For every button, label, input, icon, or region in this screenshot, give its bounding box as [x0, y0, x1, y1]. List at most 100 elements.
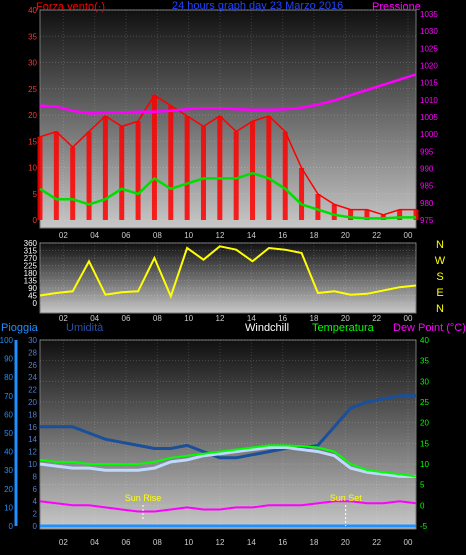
x-tick-label: 02 [59, 314, 68, 323]
y-tick-label: 315 [24, 247, 38, 256]
pressure-tick-label: 1015 [420, 79, 438, 88]
temp-plot-area [39, 339, 417, 530]
temp-tick-label: 40 [420, 336, 429, 345]
x-tick-label: 20 [341, 231, 350, 240]
compass-label: W [435, 255, 446, 267]
humidity-axis-label: Umidità [66, 322, 104, 334]
pressure-tick-label: 1030 [420, 27, 438, 36]
x-tick-label: 18 [310, 231, 319, 240]
x-tick-label: 16 [278, 538, 287, 547]
x-tick-label: 22 [372, 231, 381, 240]
pressure-tick-label: 1035 [420, 10, 438, 19]
x-tick-label: 04 [90, 314, 99, 323]
x-tick-label: 00 [404, 314, 413, 323]
pressure-tick-label: 1025 [420, 44, 438, 53]
rain-tick-label: 70 [4, 392, 13, 401]
y-tick-label: 0 [33, 299, 38, 308]
temperature-panel: Pioggia Umidità Windchill Temperatura De… [0, 322, 466, 547]
pressure-tick-label: 1005 [420, 113, 438, 122]
x-tick-label: 08 [153, 231, 162, 240]
x-tick-label: 08 [153, 538, 162, 547]
pressure-tick-label: 1020 [420, 62, 438, 71]
pressure-tick-label: 990 [420, 165, 434, 174]
humidity-tick-label: 20 [28, 398, 37, 407]
y-tick-label: 270 [24, 254, 38, 263]
wind-pressure-panel: Forza vento(·) 24 hours graph day 23 Mar… [28, 0, 438, 240]
sun-markers: Sun Rise Sun Set [125, 493, 362, 526]
humidity-tick-label: 18 [28, 410, 37, 419]
temp-tick-label: 35 [420, 357, 429, 366]
x-ticks-panel-1: 02 04 06 08 10 12 14 16 18 20 22 00 [59, 231, 413, 240]
wind-axis-label: Forza vento(·) [36, 1, 105, 13]
x-tick-label: 00 [404, 538, 413, 547]
pressure-tick-label: 975 [420, 216, 434, 225]
x-tick-label: 14 [247, 538, 256, 547]
x-tick-label: 20 [341, 314, 350, 323]
x-tick-label: 02 [59, 538, 68, 547]
humidity-line [40, 394, 416, 460]
sun-set-label: Sun Set [330, 493, 363, 503]
humidity-tick-label: 2 [33, 510, 38, 519]
humidity-tick-label: 12 [28, 448, 37, 457]
humidity-tick-label: 24 [28, 373, 37, 382]
x-tick-label: 16 [278, 314, 287, 323]
pressure-tick-label: 1000 [420, 130, 438, 139]
wind-y-ticks: 0 5 10 15 20 25 30 35 40 [28, 6, 37, 225]
rain-y-ticks: 0 10 20 30 40 50 60 70 80 90 100 [0, 336, 14, 531]
rain-tick-label: 80 [4, 373, 13, 382]
humidity-tick-label: 22 [28, 386, 37, 395]
humidity-tick-label: 0 [33, 522, 38, 531]
rain-tick-label: 90 [4, 355, 13, 364]
y-tick-label: 5 [33, 190, 38, 199]
legend-temperatura: Temperatura [312, 322, 375, 334]
x-tick-label: 06 [122, 538, 131, 547]
rain-tick-label: 60 [4, 410, 13, 419]
rain-tick-label: 100 [0, 336, 14, 345]
humidity-tick-label: 30 [28, 336, 37, 345]
x-tick-label: 06 [122, 231, 131, 240]
windchill-line [39, 446, 416, 478]
y-tick-label: 180 [24, 269, 38, 278]
temp-tick-label: 5 [420, 481, 425, 490]
rain-tick-label: 0 [9, 522, 14, 531]
pressure-line [39, 73, 417, 115]
x-tick-label: 10 [184, 538, 193, 547]
compass-label: N [436, 303, 444, 315]
temp-tick-label: 20 [420, 419, 429, 428]
legend-windchill: Windchill [245, 322, 289, 334]
temp-tick-label: -5 [420, 522, 428, 531]
x-tick-label: 06 [122, 314, 131, 323]
x-tick-label: 00 [404, 231, 413, 240]
x-ticks-panel-3: 02 04 06 08 10 12 14 16 18 20 22 00 [59, 538, 413, 547]
compass-label: N [436, 239, 444, 251]
x-tick-label: 22 [372, 538, 381, 547]
temperature-line [39, 444, 417, 478]
y-tick-label: 20 [28, 111, 37, 120]
x-tick-label: 16 [278, 231, 287, 240]
y-tick-label: 25 [28, 85, 37, 94]
temp-tick-label: 10 [420, 460, 429, 469]
x-tick-label: 18 [310, 538, 319, 547]
pressure-tick-label: 980 [420, 199, 434, 208]
x-tick-label: 10 [184, 314, 193, 323]
dew-point-line [39, 500, 417, 513]
temp-tick-label: 15 [420, 439, 429, 448]
rain-tick-label: 10 [4, 503, 13, 512]
y-tick-label: 15 [28, 137, 37, 146]
chart-title: 24 hours graph day 23 Marzo 2016 [172, 0, 343, 12]
x-tick-label: 12 [216, 231, 225, 240]
x-tick-label: 18 [310, 314, 319, 323]
temp-grid [14, 339, 416, 527]
rain-tick-label: 40 [4, 448, 13, 457]
y-tick-label: 35 [28, 32, 37, 41]
y-tick-label: 225 [24, 262, 38, 271]
x-tick-label: 14 [247, 231, 256, 240]
rain-tick-label: 30 [4, 466, 13, 475]
temp-series [39, 394, 417, 528]
temp-y-ticks: -5 0 5 10 15 20 25 30 35 40 [420, 336, 429, 531]
humidity-tick-label: 10 [28, 460, 37, 469]
sun-rise-label: Sun Rise [125, 493, 162, 503]
